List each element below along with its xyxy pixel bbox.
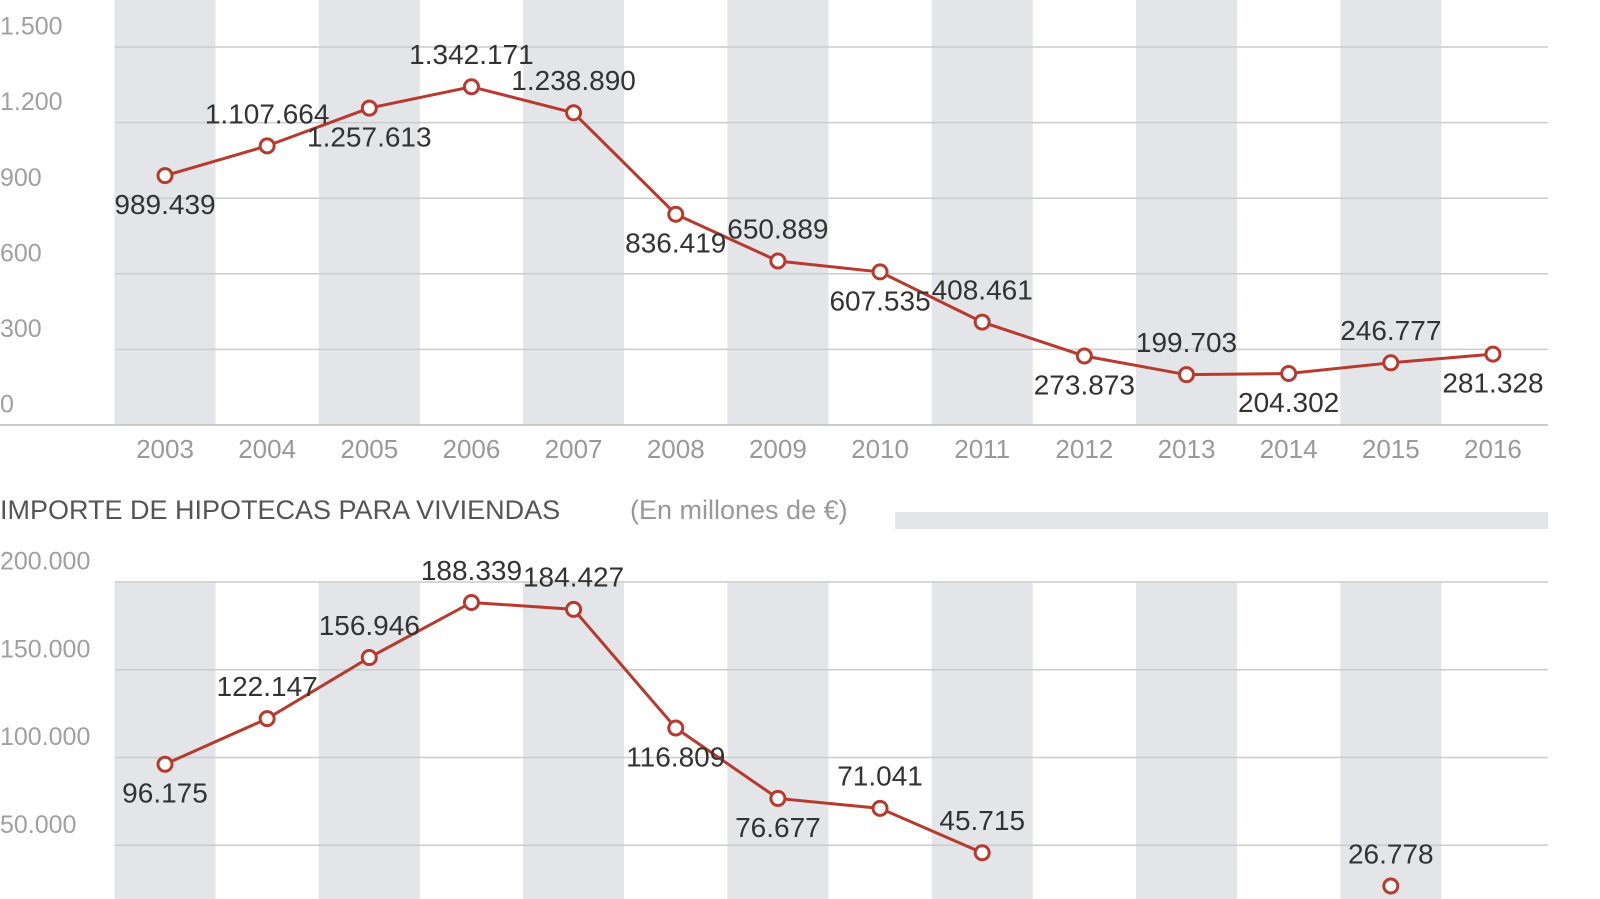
marker bbox=[360, 99, 378, 117]
band bbox=[931, 0, 1033, 425]
marker bbox=[565, 104, 583, 122]
band bbox=[727, 582, 829, 899]
band bbox=[114, 0, 216, 425]
marker bbox=[565, 600, 583, 618]
data-label: 184.427 bbox=[523, 562, 624, 593]
band bbox=[1136, 0, 1237, 425]
y-tick-label: 150.000 bbox=[0, 635, 90, 663]
data-label: 188.339 bbox=[421, 555, 522, 586]
data-label: 246.777 bbox=[1340, 315, 1441, 346]
marker bbox=[1075, 347, 1093, 365]
marker bbox=[871, 799, 889, 817]
y-tick-label: 1.500 bbox=[0, 13, 63, 41]
data-label: 71.041 bbox=[837, 761, 923, 792]
band bbox=[523, 582, 625, 899]
data-label: 1.257.613 bbox=[307, 121, 432, 152]
marker bbox=[973, 313, 991, 331]
data-label: 76.677 bbox=[735, 812, 821, 843]
band bbox=[1136, 582, 1237, 899]
x-tick-label: 2015 bbox=[1362, 434, 1420, 464]
band bbox=[318, 582, 420, 899]
band bbox=[523, 0, 625, 425]
marker bbox=[667, 719, 685, 737]
line bbox=[164, 85, 1494, 377]
y-tick-label: 1.200 bbox=[0, 88, 63, 116]
x-tick-label: 2010 bbox=[851, 434, 909, 464]
data-label: 45.715 bbox=[939, 805, 1025, 836]
x-tick-label: 2007 bbox=[545, 434, 603, 464]
chart-title: IMPORTE DE HIPOTECAS PARA VIVIENDAS bbox=[0, 495, 560, 525]
data-label: 116.809 bbox=[626, 741, 725, 772]
marker bbox=[462, 78, 480, 96]
x-tick-label: 2013 bbox=[1158, 434, 1216, 464]
marker bbox=[258, 137, 276, 155]
x-tick-label: 2003 bbox=[136, 434, 194, 464]
band bbox=[1340, 0, 1442, 425]
marker bbox=[1484, 345, 1502, 363]
marker bbox=[667, 205, 685, 223]
data-label: 408.461 bbox=[932, 274, 1033, 305]
data-label: 156.946 bbox=[319, 610, 420, 641]
bands bbox=[114, 582, 1442, 899]
marker bbox=[156, 167, 174, 185]
data-label: 836.419 bbox=[625, 228, 726, 259]
x-tick-label: 2006 bbox=[443, 434, 501, 464]
band bbox=[1340, 582, 1442, 899]
data-label: 204.302 bbox=[1238, 387, 1339, 418]
marker bbox=[1280, 365, 1298, 383]
band bbox=[727, 0, 829, 425]
x-tick-label: 2008 bbox=[647, 434, 705, 464]
data-label: 199.703 bbox=[1136, 327, 1237, 358]
x-tick-label: 2005 bbox=[340, 434, 398, 464]
data-label: 273.873 bbox=[1034, 369, 1135, 400]
marker bbox=[1178, 366, 1195, 384]
data-label: 281.328 bbox=[1442, 367, 1543, 398]
x-tick-label: 2009 bbox=[749, 434, 807, 464]
marker bbox=[462, 593, 480, 611]
marker bbox=[156, 755, 174, 773]
marker bbox=[871, 263, 889, 281]
band bbox=[114, 582, 216, 899]
data-label: 1.238.890 bbox=[511, 65, 636, 96]
data-label: 650.889 bbox=[727, 213, 828, 244]
y-tick-label: 0 bbox=[0, 391, 14, 419]
marker bbox=[1382, 354, 1400, 372]
marker bbox=[360, 649, 378, 667]
y-tick-label: 900 bbox=[0, 164, 42, 192]
chart-subtitle: (En millones de €) bbox=[630, 495, 848, 525]
y-tick-label: 50.000 bbox=[0, 811, 76, 839]
marker bbox=[1382, 877, 1400, 895]
data-label: 607.535 bbox=[829, 285, 930, 316]
marker bbox=[769, 252, 787, 270]
y-tick-label: 100.000 bbox=[0, 723, 90, 751]
data-label: 989.439 bbox=[114, 189, 215, 220]
y-tick-label: 200.000 bbox=[0, 548, 90, 576]
marker bbox=[973, 844, 991, 862]
marker bbox=[258, 710, 276, 728]
marker bbox=[769, 789, 787, 807]
data-label: 1.342.171 bbox=[409, 39, 534, 70]
x-tick-label: 2016 bbox=[1464, 434, 1522, 464]
x-tick-label: 2011 bbox=[954, 434, 1010, 464]
y-tick-label: 300 bbox=[0, 315, 42, 343]
data-label: 26.778 bbox=[1348, 838, 1434, 869]
bands bbox=[114, 0, 1442, 425]
y-tick-label: 600 bbox=[0, 239, 42, 267]
title-bar bbox=[895, 512, 1548, 529]
band bbox=[318, 0, 420, 425]
data-label: 1.107.664 bbox=[205, 98, 330, 129]
x-tick-label: 2014 bbox=[1260, 434, 1318, 464]
x-tick-label: 2004 bbox=[238, 434, 296, 464]
data-label: 96.175 bbox=[122, 778, 208, 809]
data-label: 122.147 bbox=[217, 671, 318, 702]
x-tick-label: 2012 bbox=[1055, 434, 1113, 464]
